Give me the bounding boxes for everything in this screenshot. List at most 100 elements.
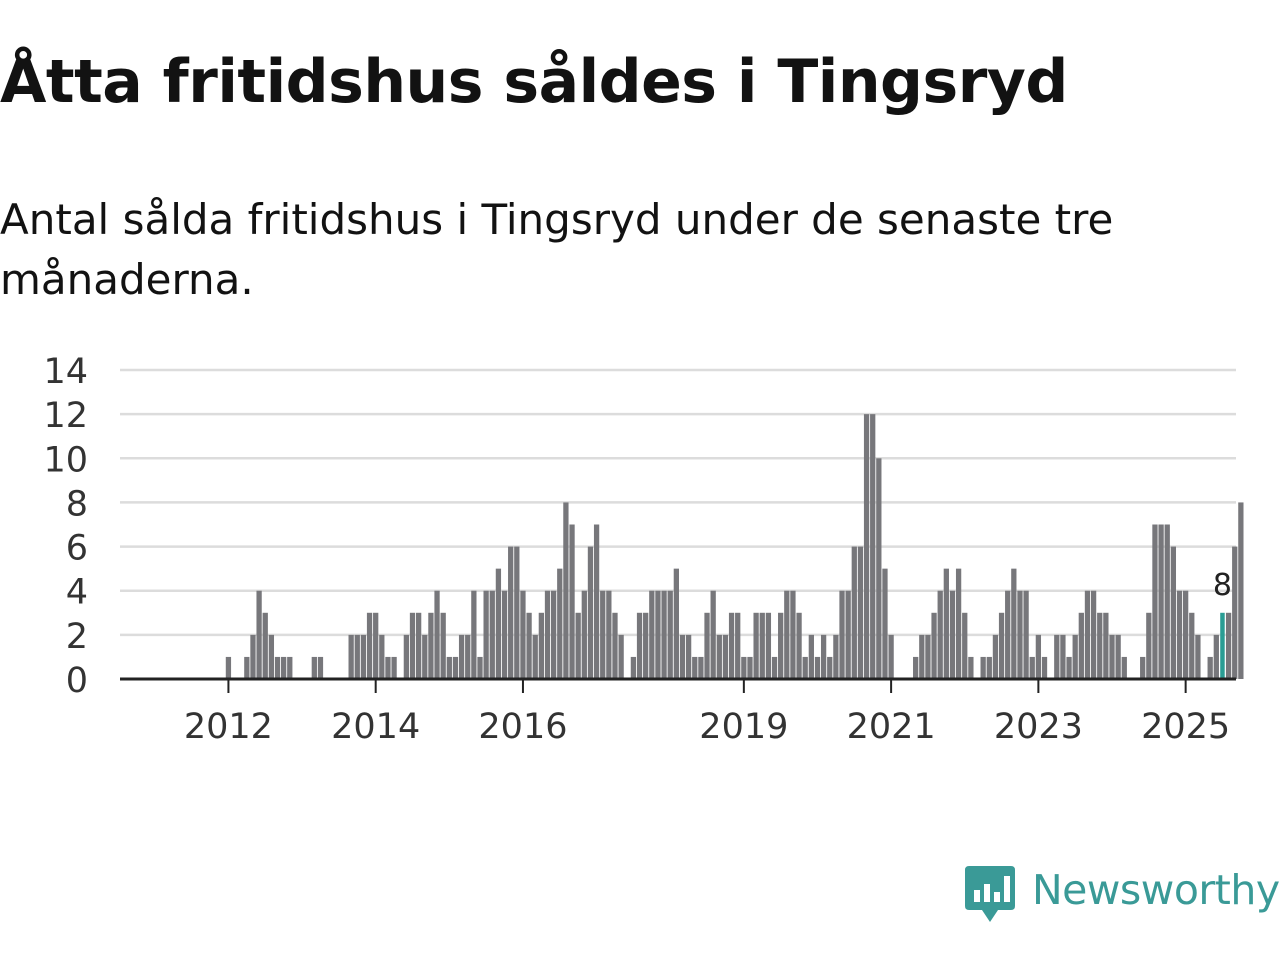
bars bbox=[225, 414, 1244, 679]
highlight-data-label: 8 bbox=[1213, 568, 1232, 603]
bar bbox=[1078, 612, 1084, 679]
bar bbox=[919, 634, 925, 679]
bar bbox=[593, 524, 600, 679]
bar bbox=[704, 612, 710, 679]
bar bbox=[1152, 524, 1158, 679]
bar bbox=[403, 634, 410, 679]
x-tick-label: 2016 bbox=[478, 707, 567, 747]
bar bbox=[630, 656, 637, 679]
bar bbox=[845, 590, 851, 679]
bar bbox=[698, 656, 704, 679]
bar bbox=[581, 590, 587, 679]
bar bbox=[1072, 634, 1078, 679]
bar bbox=[1097, 612, 1103, 679]
y-tick-label: 10 bbox=[43, 440, 88, 480]
bar bbox=[1158, 524, 1164, 679]
bar bbox=[606, 590, 612, 679]
gridlines bbox=[120, 368, 1236, 637]
bar bbox=[281, 656, 287, 679]
x-tick-label: 2012 bbox=[184, 707, 273, 747]
bar bbox=[348, 634, 354, 679]
bar bbox=[612, 612, 618, 679]
bar bbox=[955, 568, 962, 679]
bar bbox=[1084, 590, 1091, 679]
bar bbox=[980, 656, 986, 679]
bar bbox=[1170, 546, 1177, 679]
x-tick-label: 2019 bbox=[699, 707, 788, 747]
y-tick-label: 12 bbox=[43, 396, 88, 436]
bar bbox=[753, 612, 759, 679]
bar bbox=[802, 656, 808, 679]
bar bbox=[741, 656, 747, 679]
bar bbox=[1103, 612, 1109, 679]
bar bbox=[667, 590, 673, 679]
bar bbox=[1054, 634, 1060, 679]
bar bbox=[268, 634, 275, 679]
bar bbox=[949, 590, 956, 679]
bar bbox=[465, 634, 471, 679]
y-tick-label: 4 bbox=[66, 573, 88, 613]
y-tick-label: 8 bbox=[66, 484, 88, 524]
brand-name: Newsworthy bbox=[1032, 866, 1280, 914]
bar bbox=[317, 656, 324, 679]
bar bbox=[968, 656, 974, 679]
bar bbox=[575, 612, 581, 679]
bar bbox=[225, 656, 232, 679]
bar bbox=[759, 612, 765, 679]
bar bbox=[685, 634, 692, 679]
bar bbox=[888, 634, 894, 679]
bar bbox=[483, 590, 489, 679]
bar bbox=[710, 590, 716, 679]
bar bbox=[937, 590, 943, 679]
newsworthy-logo-icon bbox=[965, 866, 1015, 922]
bar bbox=[820, 634, 827, 679]
bar bbox=[532, 634, 538, 679]
bar bbox=[250, 634, 256, 679]
bar bbox=[796, 612, 802, 679]
bar bbox=[765, 612, 772, 679]
bar bbox=[747, 656, 753, 679]
bar bbox=[1121, 656, 1127, 679]
bar bbox=[636, 612, 643, 679]
bar bbox=[1183, 590, 1189, 679]
bar bbox=[876, 458, 882, 679]
bar bbox=[354, 634, 360, 679]
bar bbox=[501, 590, 508, 679]
y-tick-label: 6 bbox=[66, 529, 88, 569]
bar bbox=[814, 656, 821, 679]
x-tick-label: 2014 bbox=[331, 707, 420, 747]
x-axis-labels: 2012 2014 2016 2019 2021 2023 2025 bbox=[184, 707, 1230, 747]
data-labels: 8 bbox=[1213, 568, 1232, 603]
bar bbox=[728, 612, 735, 679]
bar bbox=[538, 612, 544, 679]
bar bbox=[1140, 656, 1146, 679]
bar bbox=[673, 568, 679, 679]
bar bbox=[925, 634, 931, 679]
bar bbox=[434, 590, 440, 679]
bar bbox=[986, 656, 992, 679]
bar bbox=[520, 590, 526, 679]
bar bbox=[1005, 590, 1011, 679]
bar bbox=[587, 546, 594, 679]
bar bbox=[778, 612, 784, 679]
bar bbox=[735, 612, 741, 679]
bar bbox=[992, 634, 999, 679]
bar bbox=[311, 656, 317, 679]
y-tick-label: 14 bbox=[43, 352, 88, 392]
bar bbox=[262, 612, 268, 679]
bar bbox=[1023, 590, 1029, 679]
bar bbox=[489, 590, 495, 679]
bar bbox=[360, 634, 367, 679]
bar bbox=[913, 656, 919, 679]
bar bbox=[514, 546, 520, 679]
bar bbox=[1035, 634, 1042, 679]
bar bbox=[1029, 656, 1035, 679]
bar bbox=[1146, 612, 1152, 679]
bar bbox=[643, 612, 649, 679]
bar bbox=[882, 568, 888, 679]
bar bbox=[808, 634, 814, 679]
bar bbox=[452, 656, 459, 679]
bar bbox=[600, 590, 606, 679]
bar bbox=[790, 590, 796, 679]
